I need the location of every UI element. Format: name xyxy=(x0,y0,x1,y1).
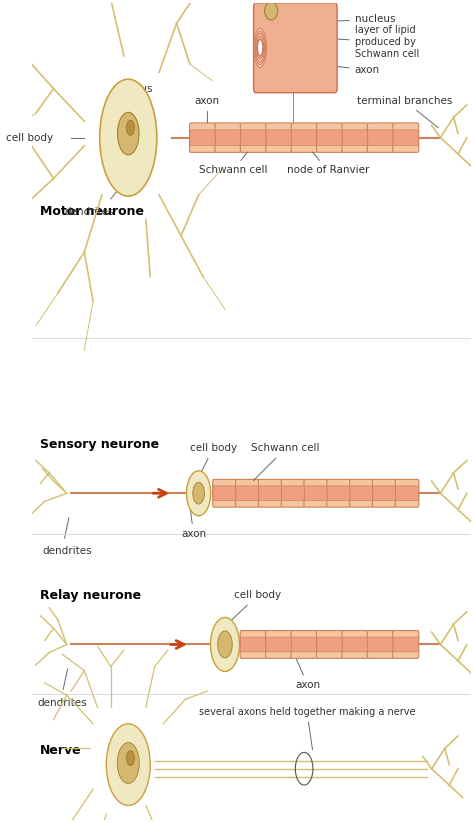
Text: cell body: cell body xyxy=(227,590,281,625)
FancyBboxPatch shape xyxy=(393,123,419,152)
Text: Motor neurone: Motor neurone xyxy=(40,205,144,218)
FancyBboxPatch shape xyxy=(292,130,317,146)
FancyBboxPatch shape xyxy=(213,486,236,500)
Ellipse shape xyxy=(118,112,139,155)
FancyBboxPatch shape xyxy=(342,637,367,652)
Ellipse shape xyxy=(257,40,263,56)
Text: node of Ranvier: node of Ranvier xyxy=(287,152,369,175)
Ellipse shape xyxy=(106,723,150,806)
Text: Sensory neurone: Sensory neurone xyxy=(40,438,159,451)
Text: Schwann cell: Schwann cell xyxy=(199,152,267,175)
Text: axon: axon xyxy=(296,62,380,75)
Text: layer of lipid
produced by
Schwann cell: layer of lipid produced by Schwann cell xyxy=(307,26,419,58)
FancyBboxPatch shape xyxy=(367,123,393,152)
FancyBboxPatch shape xyxy=(236,486,259,500)
Ellipse shape xyxy=(255,34,264,62)
FancyBboxPatch shape xyxy=(304,486,327,500)
FancyBboxPatch shape xyxy=(215,123,241,152)
FancyBboxPatch shape xyxy=(259,486,282,500)
FancyBboxPatch shape xyxy=(396,486,419,500)
Ellipse shape xyxy=(187,471,211,516)
FancyBboxPatch shape xyxy=(265,630,292,658)
Text: dendrites: dendrites xyxy=(37,698,87,708)
Text: nucleus: nucleus xyxy=(112,84,153,114)
FancyBboxPatch shape xyxy=(241,130,266,146)
FancyBboxPatch shape xyxy=(304,479,328,507)
FancyBboxPatch shape xyxy=(342,630,368,658)
FancyBboxPatch shape xyxy=(213,479,237,507)
Text: Schwann cell: Schwann cell xyxy=(251,444,320,481)
FancyBboxPatch shape xyxy=(373,479,396,507)
Text: dendrites: dendrites xyxy=(64,207,113,217)
Ellipse shape xyxy=(193,482,204,504)
Ellipse shape xyxy=(257,40,263,56)
FancyBboxPatch shape xyxy=(327,486,350,500)
Ellipse shape xyxy=(218,631,232,658)
FancyBboxPatch shape xyxy=(292,637,317,652)
FancyBboxPatch shape xyxy=(327,479,350,507)
FancyBboxPatch shape xyxy=(190,123,216,152)
Ellipse shape xyxy=(254,28,266,67)
Text: cell body: cell body xyxy=(190,444,237,474)
Ellipse shape xyxy=(100,79,157,196)
Text: Relay neurone: Relay neurone xyxy=(40,589,141,602)
FancyBboxPatch shape xyxy=(241,637,266,652)
FancyBboxPatch shape xyxy=(317,630,343,658)
FancyBboxPatch shape xyxy=(395,479,419,507)
FancyBboxPatch shape xyxy=(291,630,317,658)
FancyBboxPatch shape xyxy=(350,479,373,507)
FancyBboxPatch shape xyxy=(266,130,292,146)
Text: nucleus: nucleus xyxy=(296,14,395,24)
FancyBboxPatch shape xyxy=(373,486,396,500)
FancyBboxPatch shape xyxy=(393,630,419,658)
FancyBboxPatch shape xyxy=(368,130,393,146)
FancyBboxPatch shape xyxy=(350,486,373,500)
Ellipse shape xyxy=(127,120,135,135)
Text: terminal branches: terminal branches xyxy=(357,95,452,128)
Ellipse shape xyxy=(127,751,135,765)
Text: axon: axon xyxy=(295,659,320,690)
FancyBboxPatch shape xyxy=(342,130,367,146)
Text: several axons held together making a nerve: several axons held together making a ner… xyxy=(199,706,415,750)
Text: cell body: cell body xyxy=(6,133,54,142)
FancyBboxPatch shape xyxy=(367,630,393,658)
FancyBboxPatch shape xyxy=(317,637,342,652)
Ellipse shape xyxy=(258,43,262,53)
FancyBboxPatch shape xyxy=(317,130,342,146)
FancyBboxPatch shape xyxy=(266,637,291,652)
Ellipse shape xyxy=(255,31,265,64)
FancyBboxPatch shape xyxy=(240,630,266,658)
FancyBboxPatch shape xyxy=(258,479,282,507)
Text: axon: axon xyxy=(181,509,206,539)
Text: Nerve: Nerve xyxy=(40,744,82,757)
Ellipse shape xyxy=(210,617,239,672)
FancyBboxPatch shape xyxy=(317,123,343,152)
FancyBboxPatch shape xyxy=(368,637,393,652)
FancyBboxPatch shape xyxy=(291,123,317,152)
FancyBboxPatch shape xyxy=(190,130,215,146)
Text: axon: axon xyxy=(195,95,220,123)
FancyBboxPatch shape xyxy=(254,2,337,93)
FancyBboxPatch shape xyxy=(281,479,305,507)
Ellipse shape xyxy=(256,37,264,58)
Text: dendrites: dendrites xyxy=(42,546,91,556)
FancyBboxPatch shape xyxy=(282,486,304,500)
FancyBboxPatch shape xyxy=(393,637,419,652)
FancyBboxPatch shape xyxy=(342,123,368,152)
FancyBboxPatch shape xyxy=(215,130,240,146)
Ellipse shape xyxy=(264,2,278,20)
Ellipse shape xyxy=(117,742,139,783)
FancyBboxPatch shape xyxy=(240,123,266,152)
FancyBboxPatch shape xyxy=(266,123,292,152)
FancyBboxPatch shape xyxy=(236,479,259,507)
FancyBboxPatch shape xyxy=(393,130,419,146)
